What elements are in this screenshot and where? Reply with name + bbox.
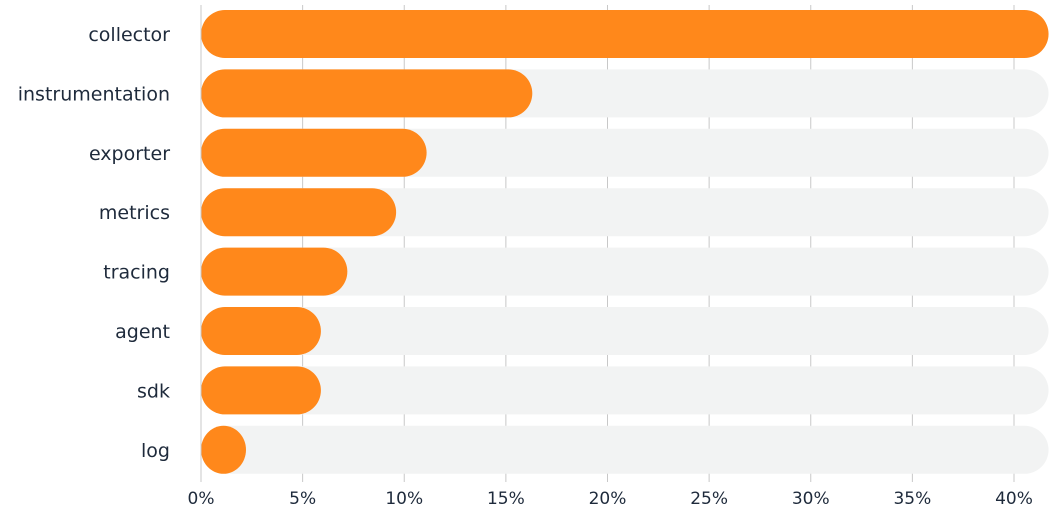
bar-collector bbox=[201, 10, 1049, 58]
x-tick-label: 25% bbox=[690, 489, 728, 509]
category-label: metrics bbox=[99, 202, 170, 224]
bar-sdk bbox=[201, 366, 321, 415]
bar-exporter bbox=[201, 128, 427, 177]
bar-track bbox=[201, 247, 1049, 296]
category-label: sdk bbox=[137, 380, 170, 402]
category-label: log bbox=[141, 440, 170, 462]
category-label: agent bbox=[115, 321, 170, 343]
bar-log bbox=[201, 425, 246, 474]
category-label: tracing bbox=[103, 262, 170, 284]
bars bbox=[200, 5, 1049, 482]
bar-track bbox=[201, 425, 1049, 474]
category-labels: collector instrumentation exporter metrics t… bbox=[18, 24, 170, 462]
x-tick-label: 20% bbox=[589, 489, 627, 509]
category-label: instrumentation bbox=[18, 83, 170, 105]
x-tick-label: 35% bbox=[893, 489, 931, 509]
category-label: collector bbox=[88, 24, 170, 46]
x-tick-label: 40% bbox=[995, 489, 1033, 509]
bar-agent bbox=[201, 307, 321, 355]
bar-track bbox=[201, 188, 1049, 237]
x-tick-label: 30% bbox=[792, 489, 830, 509]
x-tick-label: 5% bbox=[289, 489, 316, 509]
bar-instrumentation bbox=[201, 69, 533, 118]
bar-track bbox=[201, 366, 1049, 415]
bar-metrics bbox=[201, 188, 397, 237]
bar-track bbox=[201, 307, 1049, 355]
x-tick-label: 10% bbox=[385, 489, 423, 509]
bar-tracing bbox=[201, 247, 348, 296]
x-tick-label: 15% bbox=[487, 489, 525, 509]
x-tick-label: 0% bbox=[188, 489, 215, 509]
category-label: exporter bbox=[89, 143, 170, 165]
x-tick-labels: 0% 5% 10% 15% 20% 25% 30% 35% 40% bbox=[188, 489, 1033, 509]
